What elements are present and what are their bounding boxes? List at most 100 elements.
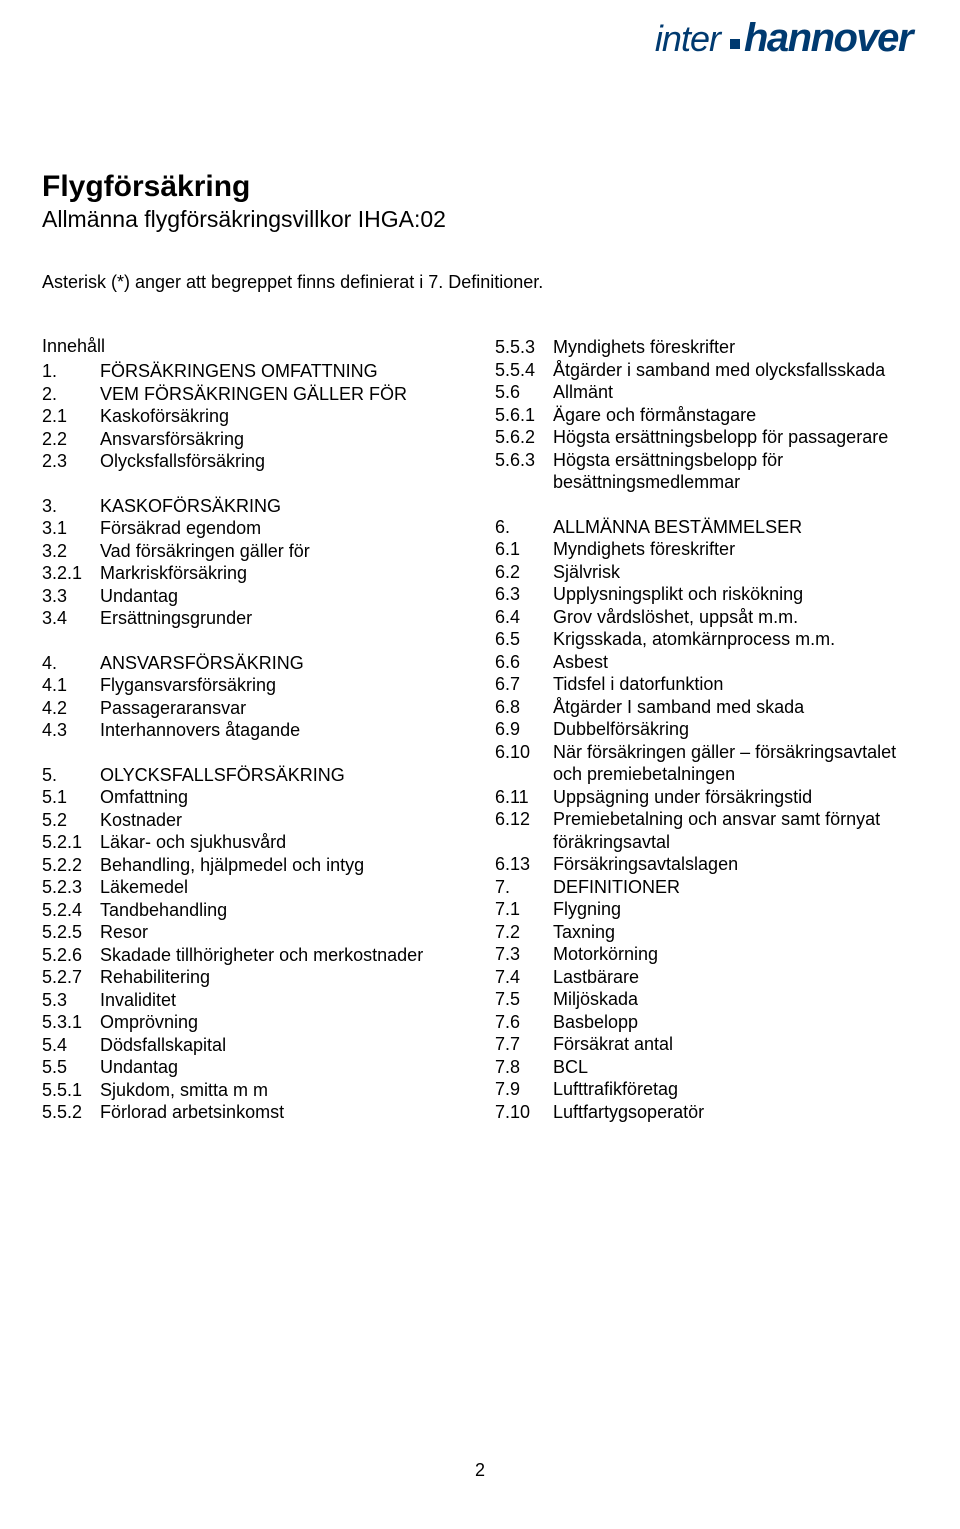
toc-number: 7.2 <box>495 921 553 944</box>
toc-row: 5.6.2Högsta ersättningsbelopp för passag… <box>495 426 925 449</box>
toc-row: 5.5.3Myndighets föreskrifter <box>495 336 925 359</box>
toc-text: Förlorad arbetsinkomst <box>100 1101 474 1124</box>
toc-text: Försäkrat antal <box>553 1033 925 1056</box>
toc-text: Undantag <box>100 585 474 608</box>
toc-text: VEM FÖRSÄKRINGEN GÄLLER FÖR <box>100 383 474 406</box>
toc-text: Lastbärare <box>553 966 925 989</box>
toc-row: 5.5Undantag <box>42 1056 474 1079</box>
toc-text: Olycksfallsförsäkring <box>100 450 474 473</box>
toc-text: Vad försäkringen gäller för <box>100 540 474 563</box>
toc-text: BCL <box>553 1056 925 1079</box>
toc-row: 7.1Flygning <box>495 898 925 921</box>
toc-number: 6.12 <box>495 808 553 853</box>
toc-text: Ersättningsgrunder <box>100 607 474 630</box>
toc-number: 5.2.1 <box>42 831 100 854</box>
toc-row: 6.8Åtgärder I samband med skada <box>495 696 925 719</box>
toc-number: 6.6 <box>495 651 553 674</box>
toc-number: 6.2 <box>495 561 553 584</box>
toc-row: 6.13Försäkringsavtalslagen <box>495 853 925 876</box>
toc-number: 7.10 <box>495 1101 553 1124</box>
document-header: Flygförsäkring Allmänna flygförsäkringsv… <box>42 170 446 233</box>
toc-text: När försäkringen gäller – försäkringsavt… <box>553 741 925 786</box>
toc-number: 5.2.5 <box>42 921 100 944</box>
toc-number: 6.8 <box>495 696 553 719</box>
toc-text: Asbest <box>553 651 925 674</box>
toc-text: Allmänt <box>553 381 925 404</box>
toc-row: 5.6.3Högsta ersättningsbelopp för besätt… <box>495 449 925 494</box>
toc-text: Kaskoförsäkring <box>100 405 474 428</box>
page-number: 2 <box>0 1460 960 1481</box>
toc-number: 2.2 <box>42 428 100 451</box>
toc-number: 6.11 <box>495 786 553 809</box>
document-title: Flygförsäkring <box>42 170 446 204</box>
toc-row: 6.11Uppsägning under försäkringstid <box>495 786 925 809</box>
logo-text-hannover: hannover <box>730 16 912 61</box>
toc-row: 3.2.1Markriskförsäkring <box>42 562 474 585</box>
toc-number: 5.2 <box>42 809 100 832</box>
toc-row: 6.4Grov vårdslöshet, uppsåt m.m. <box>495 606 925 629</box>
toc-row: 7.5Miljöskada <box>495 988 925 1011</box>
toc-text: Myndighets föreskrifter <box>553 336 925 359</box>
toc-text: Omprövning <box>100 1011 474 1034</box>
toc-row: 6.9Dubbelförsäkring <box>495 718 925 741</box>
toc-row: 5.OLYCKSFALLSFÖRSÄKRING <box>42 764 474 787</box>
toc-text: Krigsskada, atomkärnprocess m.m. <box>553 628 925 651</box>
toc-text: Tidsfel i datorfunktion <box>553 673 925 696</box>
company-logo: inter hannover <box>655 16 912 61</box>
toc-text: Självrisk <box>553 561 925 584</box>
toc-row: 5.3Invaliditet <box>42 989 474 1012</box>
toc-text: Uppsägning under försäkringstid <box>553 786 925 809</box>
toc-row: 6.7Tidsfel i datorfunktion <box>495 673 925 696</box>
toc-row: 6.5Krigsskada, atomkärnprocess m.m. <box>495 628 925 651</box>
toc-text: Högsta ersättningsbelopp för passagerare <box>553 426 925 449</box>
toc-number: 5.3 <box>42 989 100 1012</box>
toc-number: 7.1 <box>495 898 553 921</box>
contents-heading: Innehåll <box>42 336 105 357</box>
toc-section: 5.OLYCKSFALLSFÖRSÄKRING5.1Omfattning5.2K… <box>42 764 474 1124</box>
toc-text: Tandbehandling <box>100 899 474 922</box>
toc-text: Flygansvarsförsäkring <box>100 674 474 697</box>
toc-row: 5.2.4Tandbehandling <box>42 899 474 922</box>
toc-row: 7.7Försäkrat antal <box>495 1033 925 1056</box>
toc-text: Kostnader <box>100 809 474 832</box>
toc-number: 5.5.1 <box>42 1079 100 1102</box>
toc-number: 7.7 <box>495 1033 553 1056</box>
toc-number: 7.6 <box>495 1011 553 1034</box>
toc-number: 7. <box>495 876 553 899</box>
toc-number: 6.5 <box>495 628 553 651</box>
toc-row: 3.4Ersättningsgrunder <box>42 607 474 630</box>
toc-row: 7.3Motorkörning <box>495 943 925 966</box>
toc-row: 2.VEM FÖRSÄKRINGEN GÄLLER FÖR <box>42 383 474 406</box>
toc-row: 6.ALLMÄNNA BESTÄMMELSER <box>495 516 925 539</box>
toc-number: 2.3 <box>42 450 100 473</box>
toc-text: Undantag <box>100 1056 474 1079</box>
toc-text: Basbelopp <box>553 1011 925 1034</box>
toc-number: 5.5.3 <box>495 336 553 359</box>
toc-text: Lufttrafikföretag <box>553 1078 925 1101</box>
toc-section: 4.ANSVARSFÖRSÄKRING4.1Flygansvarsförsäkr… <box>42 652 474 742</box>
toc-text: ALLMÄNNA BESTÄMMELSER <box>553 516 925 539</box>
toc-number: 5.5 <box>42 1056 100 1079</box>
toc-row: 3.KASKOFÖRSÄKRING <box>42 495 474 518</box>
toc-text: Försäkrad egendom <box>100 517 474 540</box>
toc-number: 5.2.6 <box>42 944 100 967</box>
asterisk-note: Asterisk (*) anger att begreppet finns d… <box>42 272 543 293</box>
logo-square-icon <box>730 39 740 49</box>
toc-text: Markriskförsäkring <box>100 562 474 585</box>
toc-number: 5.3.1 <box>42 1011 100 1034</box>
toc-row: 4.3Interhannovers åtagande <box>42 719 474 742</box>
toc-row: 5.3.1Omprövning <box>42 1011 474 1034</box>
toc-text: Dubbelförsäkring <box>553 718 925 741</box>
toc-row: 5.2.2Behandling, hjälpmedel och intyg <box>42 854 474 877</box>
toc-row: 5.2.3Läkemedel <box>42 876 474 899</box>
toc-text: Omfattning <box>100 786 474 809</box>
toc-row: 7.2Taxning <box>495 921 925 944</box>
logo-hannover-word: hannover <box>744 16 912 60</box>
toc-number: 7.4 <box>495 966 553 989</box>
toc-row: 5.5.2Förlorad arbetsinkomst <box>42 1101 474 1124</box>
toc-row: 6.1Myndighets föreskrifter <box>495 538 925 561</box>
toc-text: OLYCKSFALLSFÖRSÄKRING <box>100 764 474 787</box>
toc-row: 5.2.7Rehabilitering <box>42 966 474 989</box>
toc-number: 7.3 <box>495 943 553 966</box>
toc-text: DEFINITIONER <box>553 876 925 899</box>
